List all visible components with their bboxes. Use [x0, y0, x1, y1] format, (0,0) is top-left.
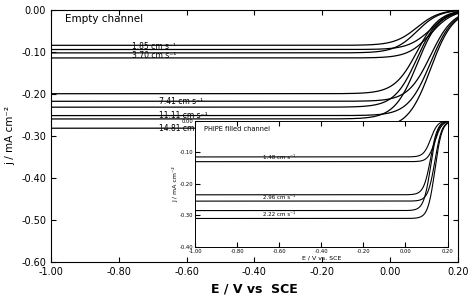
Text: 1.85 cm s⁻¹: 1.85 cm s⁻¹: [132, 42, 176, 51]
Text: 11.11 cm s⁻¹: 11.11 cm s⁻¹: [159, 111, 208, 120]
Text: 3.70 cm s⁻¹: 3.70 cm s⁻¹: [132, 51, 177, 60]
Y-axis label: j / mA cm⁻²: j / mA cm⁻²: [6, 106, 16, 165]
Text: Empty channel: Empty channel: [64, 14, 143, 24]
Text: 7.41 cm s⁻¹: 7.41 cm s⁻¹: [159, 97, 203, 106]
X-axis label: E / V vs  SCE: E / V vs SCE: [211, 282, 298, 296]
Text: 14.81 cm s⁻¹: 14.81 cm s⁻¹: [159, 124, 208, 133]
